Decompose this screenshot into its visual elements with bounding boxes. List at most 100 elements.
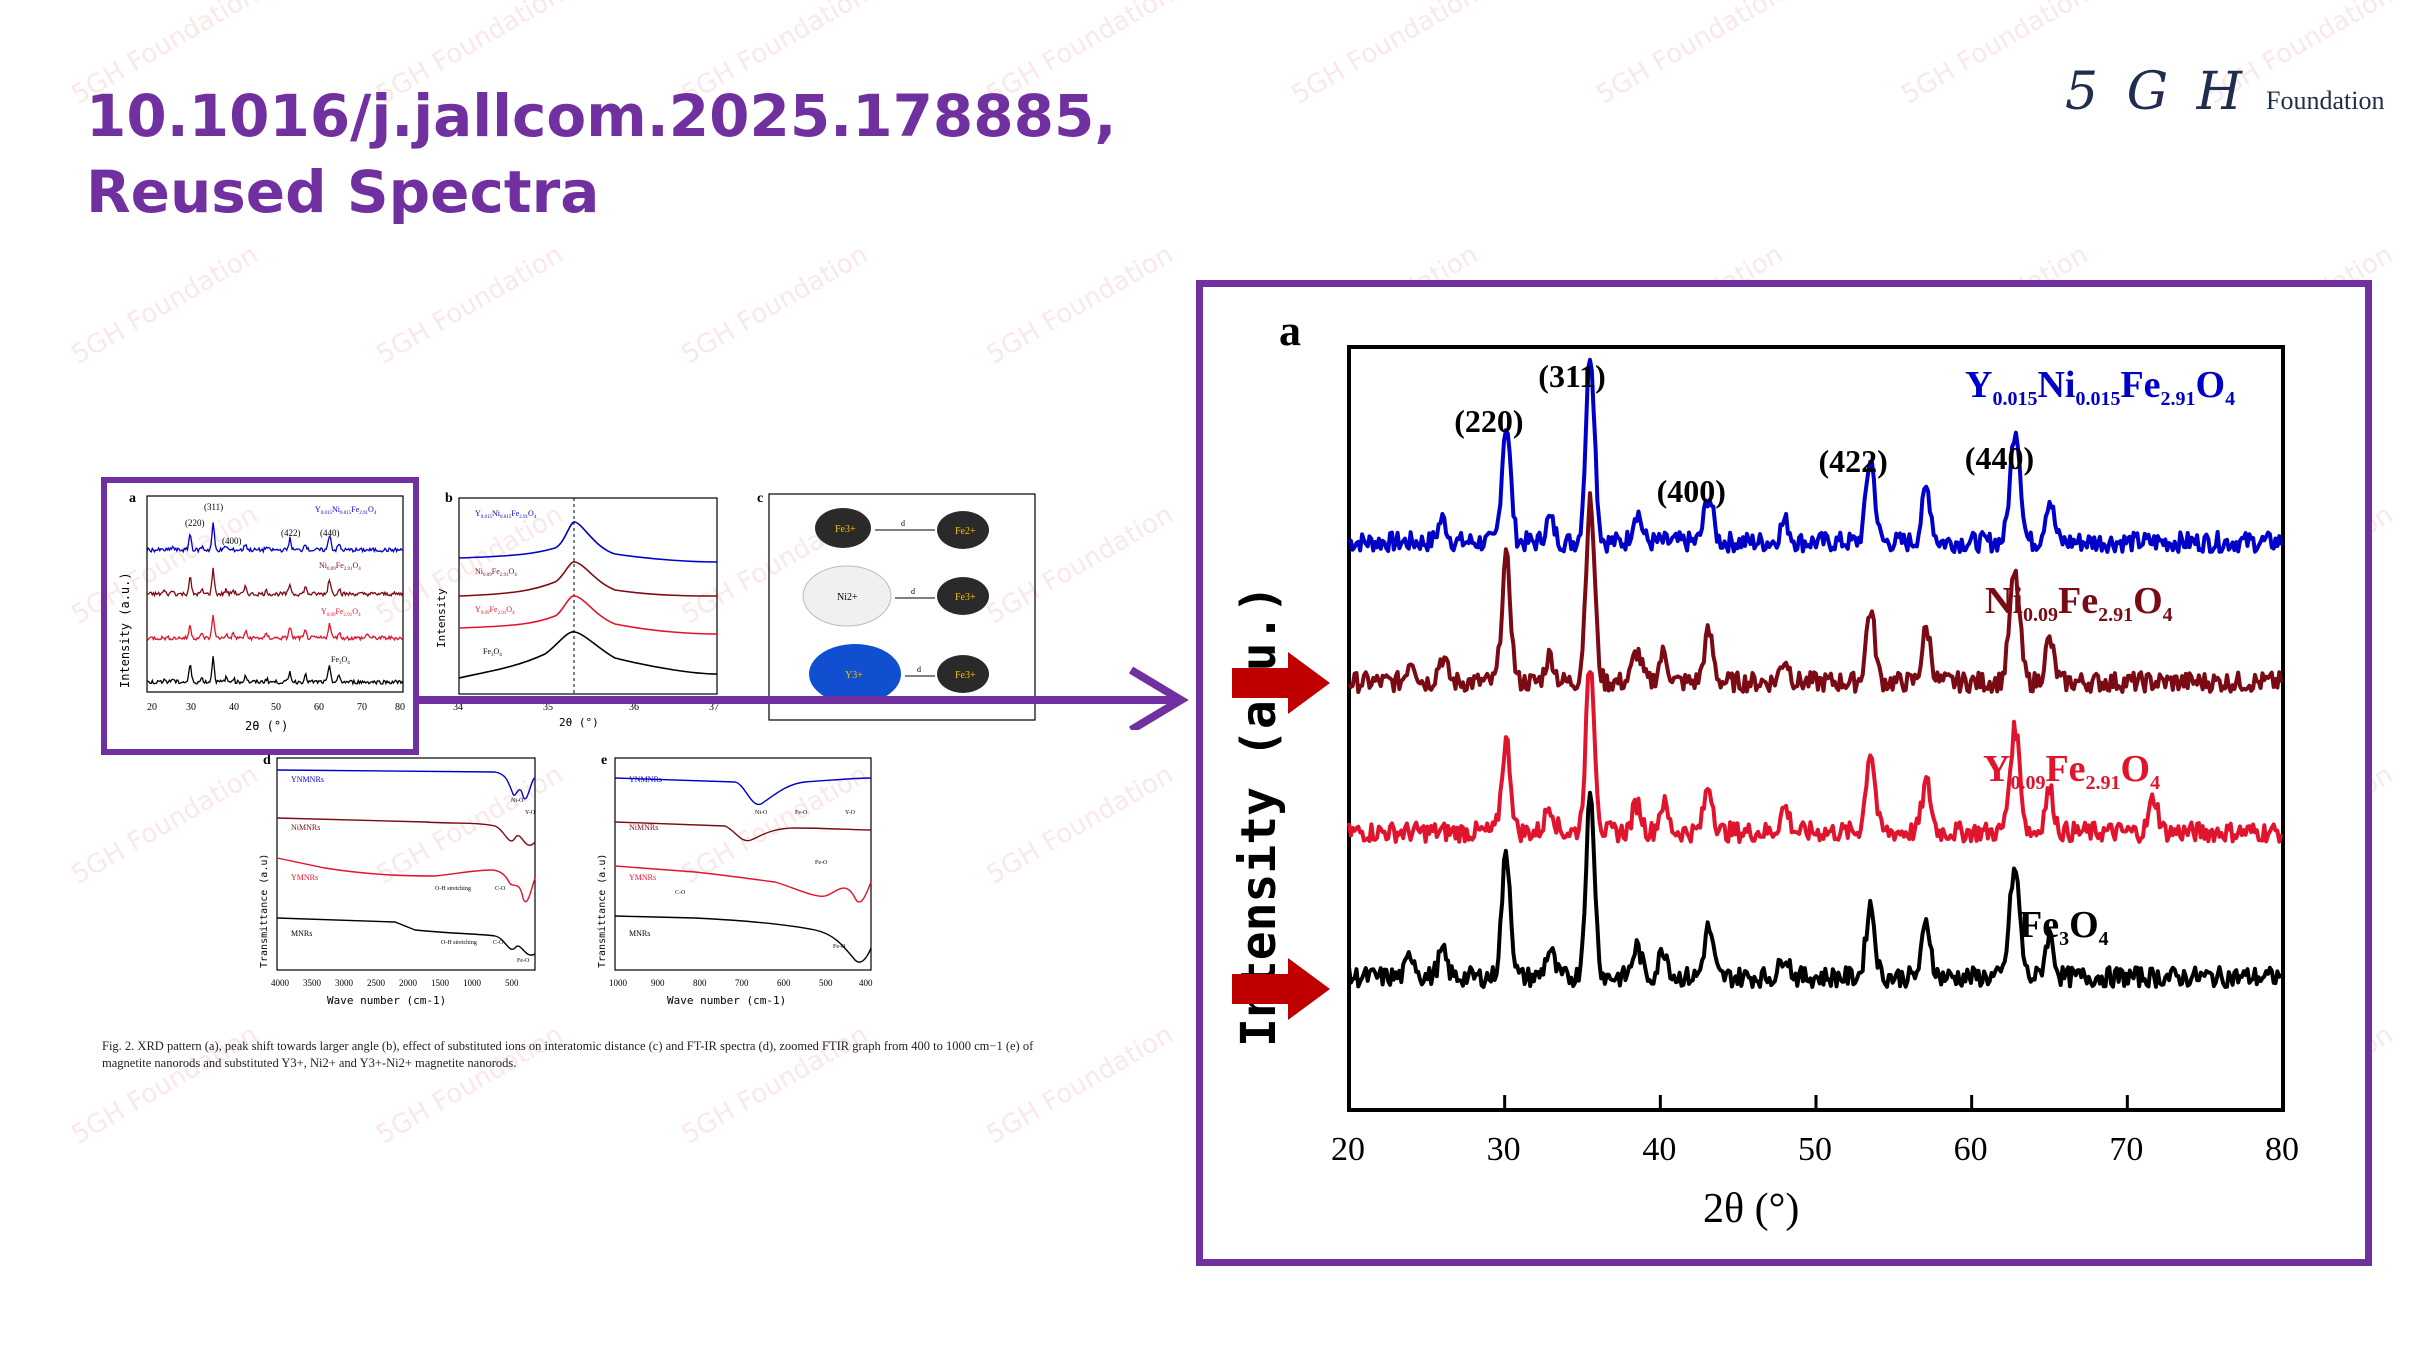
- panel-a-ylabel: Intensity (a.u.): [118, 572, 132, 688]
- zoom-peak-label: (311): [1538, 358, 1606, 394]
- zoom-xtick-label: 50: [1798, 1131, 1832, 1168]
- zoom-traces: [1347, 357, 2284, 989]
- watermark-text: 5GH Foundation: [676, 239, 874, 371]
- panel-a-series-line: [146, 614, 404, 642]
- panel-d-annot: Y-O: [525, 810, 536, 816]
- zoom-ylabel: Intensity (a.u.): [1231, 585, 1287, 1047]
- zoom-xtick-label: 40: [1642, 1131, 1676, 1168]
- panel-d-series: MNRs: [291, 929, 312, 938]
- panel-d-xtick: 1000: [463, 978, 482, 988]
- panel-c: c Fe3+ Fe2+ Ni2+ Fe3+ Y3+ Fe3+ d d d: [757, 491, 1036, 721]
- panel-e-ylabel: Transmittance (a.u): [597, 854, 608, 968]
- zoom-series-line: [1347, 670, 2284, 844]
- panel-b-series-label: Fe3O4: [483, 647, 502, 658]
- panel-b-xtick: 36: [629, 702, 639, 713]
- panel-a-series-label: Ni0.09Fe2.91O4: [319, 561, 361, 572]
- panel-a-peak: (400): [222, 536, 242, 546]
- highlight-box: [101, 477, 419, 755]
- source-figure: a 20 30 40 50 60 70 80 2θ (°) Intensity …: [118, 491, 1036, 1007]
- distance-label: d: [901, 519, 905, 528]
- zoom-peak-label: (440): [1965, 440, 2034, 476]
- zoom-peak-label: (220): [1454, 403, 1523, 439]
- zoom-panel-label: a: [1279, 306, 1301, 355]
- logo-text: Foundation: [2266, 86, 2385, 115]
- panel-b: b Y0.015Ni0.015Fe2.91O4 Ni0.09Fe2.91O4 Y…: [435, 491, 719, 729]
- panel-e-xtick: 400: [859, 978, 873, 988]
- zoomed-xrd-chart: a 20 30 40 50 60 70 80 (220) (311) (400) (422) (44…: [1231, 306, 2299, 1232]
- zoom-peak-label: (400): [1657, 473, 1726, 509]
- panel-d-annot: C-O: [495, 886, 506, 892]
- zoom-xtick-label: 30: [1487, 1131, 1521, 1168]
- panel-b-xtick: 37: [709, 702, 719, 713]
- panel-b-xlabel: 2θ (°): [559, 716, 599, 729]
- panel-e: e YNMNRs NiMNRs YMNRs MNRs Ni-O Fe-O Y-O…: [597, 753, 873, 1007]
- panel-a-peak: (440): [320, 528, 340, 538]
- panel-b-series-label: Y0.09Fe2.91O4: [475, 605, 515, 616]
- panel-a-xtick: 40: [229, 702, 239, 713]
- panel-a-peak: (422): [281, 528, 301, 538]
- panel-d-xlabel: Wave number (cm-1): [327, 994, 446, 1007]
- ion-label: Fe3+: [835, 524, 856, 535]
- panel-e-xtick: 700: [735, 978, 749, 988]
- zoom-series-label: Y0.09Fe2.91O4: [1983, 748, 2160, 794]
- panel-a-traces: [146, 522, 404, 686]
- panel-a-xtick: 70: [357, 702, 367, 713]
- panel-e-series: YMNRs: [629, 873, 656, 882]
- logo-mark: 5 G H: [2065, 62, 2249, 122]
- watermark-text: 5GH Foundation: [1896, 0, 2094, 111]
- panel-e-series: MNRs: [629, 929, 650, 938]
- panel-d-annot: O-H stretching: [435, 886, 471, 892]
- panel-b-xtick: 35: [543, 702, 553, 713]
- panel-e-xtick: 1000: [609, 978, 628, 988]
- panel-e-xtick: 900: [651, 978, 665, 988]
- zoom-xlabel: 2θ (°): [1703, 1186, 1799, 1232]
- panel-b-series-label: Y0.015Ni0.015Fe2.91O4: [475, 509, 537, 520]
- zoom-xtick-label: 70: [2109, 1131, 2143, 1168]
- panel-a-xtick: 80: [395, 702, 405, 713]
- connector-arrow: [419, 666, 1189, 730]
- panel-b-series-label: Ni0.09Fe2.91O4: [475, 567, 517, 578]
- watermark-text: 5GH Foundation: [1286, 0, 1484, 111]
- panel-e-xlabel: Wave number (cm-1): [667, 994, 786, 1007]
- panel-d-series: NiMNRs: [291, 823, 320, 832]
- panel-d-ylabel: Transmittance (a.u): [259, 854, 270, 968]
- panel-a-xtick: 20: [147, 702, 157, 713]
- zoom-series-line: [1347, 357, 2284, 554]
- zoom-series-labels: Y0.015Ni0.015Fe2.91O4 Ni0.09Fe2.91O4 Y0.09…: [1965, 364, 2235, 950]
- zoom-peak-labels: (220) (311) (400) (422) (440): [1454, 358, 2034, 509]
- panel-d-series: YMNRs: [291, 873, 318, 882]
- panel-d-xtick: 2000: [399, 978, 418, 988]
- zoom-xtick-label: 60: [1954, 1131, 1988, 1168]
- panel-e-xtick: 800: [693, 978, 707, 988]
- zoom-xtick-label: 80: [2265, 1131, 2299, 1168]
- red-arrow-2: [1232, 958, 1330, 1020]
- zoom-x-ticks: 20 30 40 50 60 70 80: [1331, 1095, 2299, 1168]
- panel-a-label: a: [129, 491, 136, 506]
- panel-d-xtick: 3000: [335, 978, 354, 988]
- watermark-text: 5GH Foundation: [981, 239, 1179, 371]
- title-line-2: Reused Spectra: [86, 158, 600, 226]
- ion-label: Ni2+: [837, 592, 858, 603]
- figure-caption: Fig. 2. XRD pattern (a), peak shift towa…: [102, 1039, 1034, 1070]
- panel-b-xtick: 34: [453, 702, 463, 713]
- zoom-series-line: [1347, 790, 2283, 989]
- zoom-series-line: [1347, 491, 2284, 694]
- panel-a: a 20 30 40 50 60 70 80 2θ (°) Intensity …: [118, 491, 405, 733]
- panel-b-label: b: [445, 491, 453, 506]
- panel-a-xtick: 60: [314, 702, 324, 713]
- panel-e-annot: Ni-O: [755, 810, 768, 816]
- foundation-logo: 5 G H Foundation: [2065, 62, 2384, 132]
- panel-a-xtick: 30: [186, 702, 196, 713]
- panel-e-series: YNMNRs: [629, 775, 662, 784]
- panel-a-peak: (311): [204, 502, 223, 512]
- panel-d-label: d: [263, 753, 271, 768]
- watermark-text: 5GH Foundation: [1591, 0, 1789, 111]
- panel-d-xtick: 500: [505, 978, 519, 988]
- distance-label: d: [911, 587, 915, 596]
- panel-a-peak: (220): [185, 518, 205, 528]
- watermark-text: 5GH Foundation: [371, 239, 569, 371]
- panel-a-xtick: 50: [271, 702, 281, 713]
- panel-d-annot: Fe-O: [517, 958, 530, 964]
- panel-d-annot: C-O: [493, 940, 504, 946]
- panel-e-series: NiMNRs: [629, 823, 658, 832]
